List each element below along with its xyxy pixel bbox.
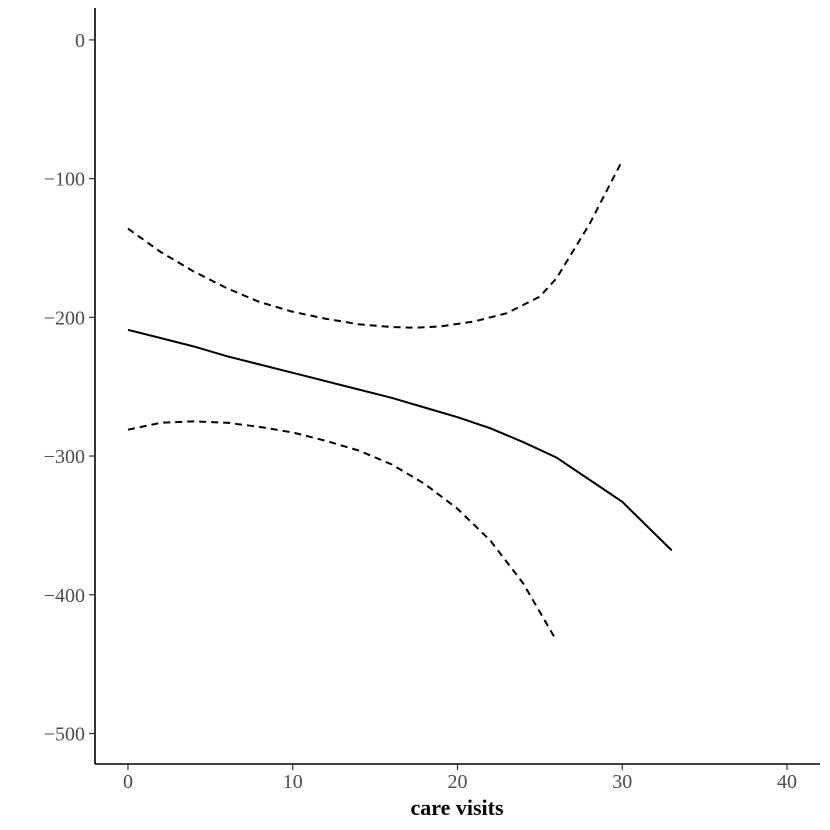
- y-tick-label: −400: [44, 585, 85, 607]
- axes: [94, 8, 820, 765]
- x-tick-label: 30: [612, 771, 632, 793]
- upper-bound-line: [127, 160, 624, 329]
- y-tick-label: 0: [75, 30, 85, 52]
- y-tick-label: −100: [44, 169, 85, 191]
- x-tick-label: 40: [777, 771, 797, 793]
- lower-bound-line: [127, 420, 558, 642]
- y-tick-label: −200: [44, 307, 85, 329]
- x-tick-label: 20: [448, 771, 468, 793]
- x-tick-label: 10: [283, 771, 303, 793]
- y-tick-label: −300: [44, 446, 85, 468]
- y-tick-label: −500: [44, 723, 85, 745]
- y-ticks: 0 −100 −200 −300 −400 −500: [44, 30, 95, 745]
- x-axis-title: care visits: [410, 795, 504, 820]
- x-ticks: 0 10 20 30 40: [123, 764, 797, 793]
- x-tick-label: 0: [123, 771, 133, 793]
- plot-area: [127, 160, 673, 642]
- estimate-line: [127, 328, 673, 552]
